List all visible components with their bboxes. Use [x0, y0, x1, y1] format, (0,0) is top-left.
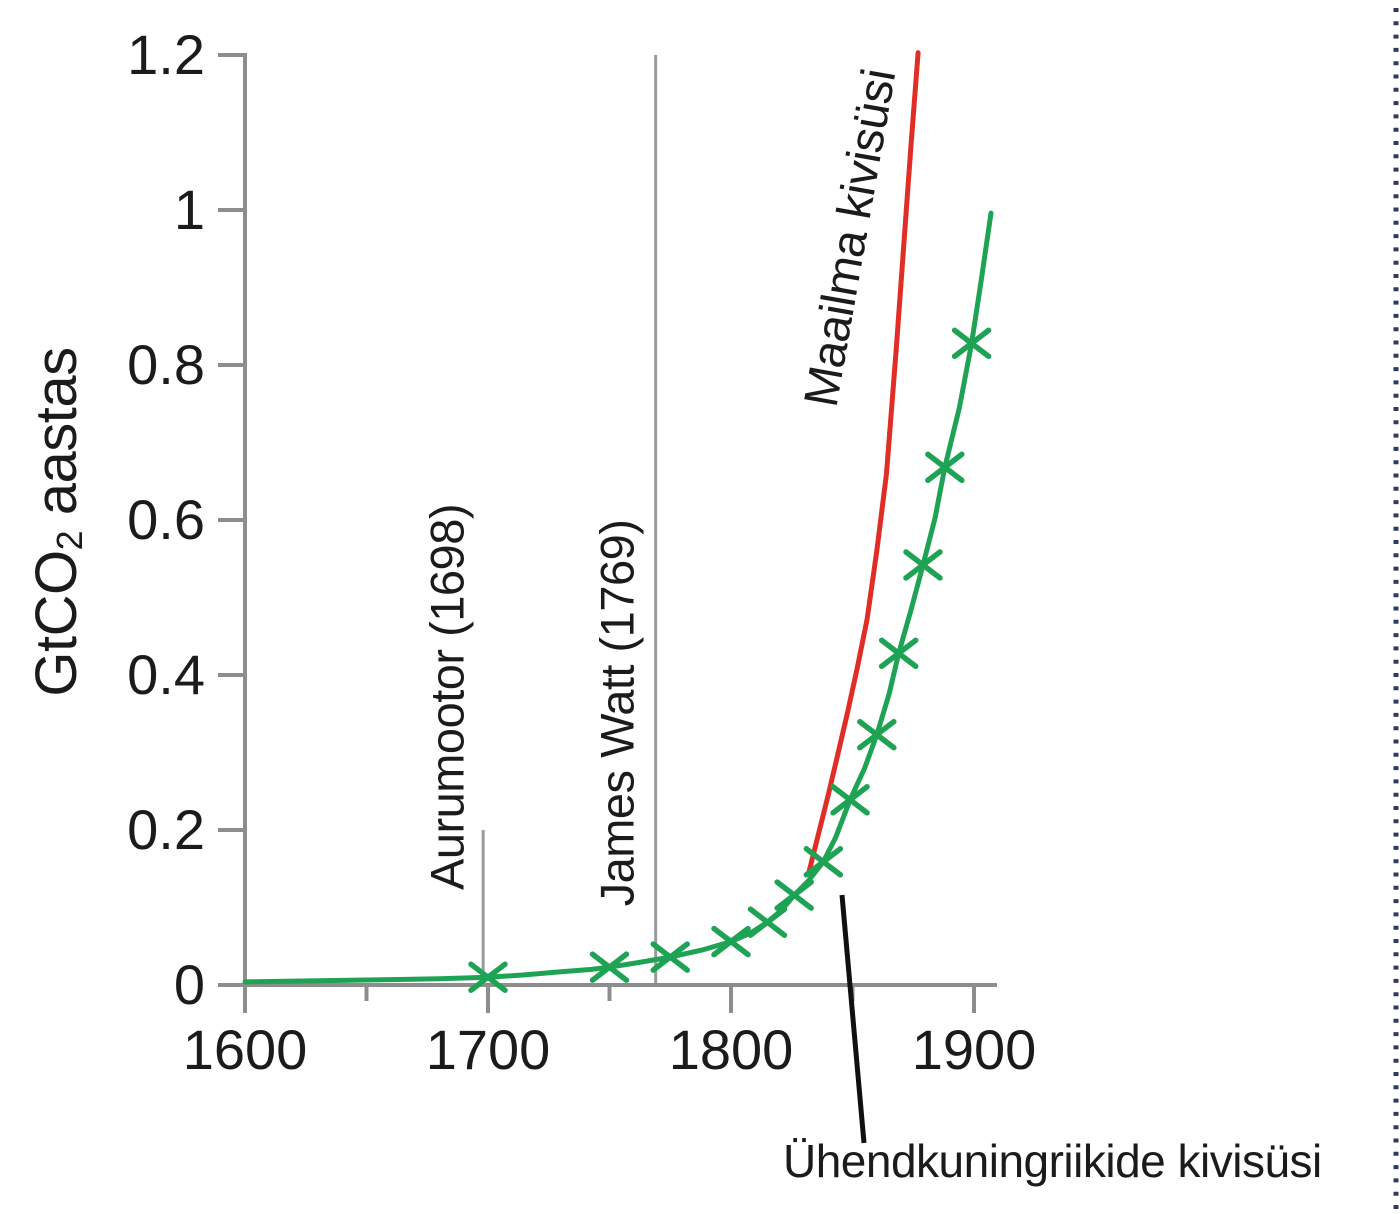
annotation-james-watt-label: James Watt (1769): [590, 519, 644, 907]
uk-marker-x: [925, 451, 965, 484]
chart-generated-layer: [218, 8, 1399, 1212]
x-tick-label-1900: 1900: [911, 1018, 1037, 1081]
uk-marker-x: [951, 327, 992, 360]
uk-marker-x: [903, 549, 943, 581]
annotation-leader-line: [839, 894, 867, 1144]
uk-marker-x: [650, 941, 690, 973]
x-tick-label-1600: 1600: [182, 1018, 308, 1081]
y-tick-label-0p6: 0.6: [127, 488, 205, 551]
y-tick-label-0: 0: [173, 953, 205, 1016]
uk-marker-x: [830, 784, 870, 816]
y-tick-label-0p2: 0.2: [127, 798, 205, 861]
series-label-uk-coal: Ühendkuningriikide kivisüsi: [783, 1135, 1322, 1187]
uk-marker-x: [774, 879, 814, 911]
y-tick-label-1: 1: [173, 178, 205, 241]
x-tick-label-1800: 1800: [668, 1018, 794, 1081]
y-axis-title: GtCO2 aastas: [24, 347, 90, 696]
uk-marker-x: [803, 846, 844, 878]
uk-marker-x: [711, 925, 751, 958]
y-tick-label-0p8: 0.8: [127, 333, 205, 396]
y-tick-label-0p4: 0.4: [127, 643, 205, 706]
uk-marker-x: [857, 718, 897, 751]
y-axis-title-subscript: 2: [49, 530, 91, 551]
uk-marker-x: [747, 906, 788, 938]
uk-marker-x: [468, 961, 508, 993]
annotation-steam-engine-label: Aurumootor (1698): [420, 504, 474, 890]
y-axis-title-suffix: aastas: [24, 347, 89, 531]
uk-marker-x: [589, 951, 630, 983]
uk-marker-x: [878, 637, 919, 670]
x-tick-label-1700: 1700: [425, 1018, 551, 1081]
y-tick-label-1p2: 1.2: [127, 23, 205, 86]
y-axis-title-prefix: GtCO: [24, 550, 89, 697]
series-line-world: [806, 50, 921, 876]
